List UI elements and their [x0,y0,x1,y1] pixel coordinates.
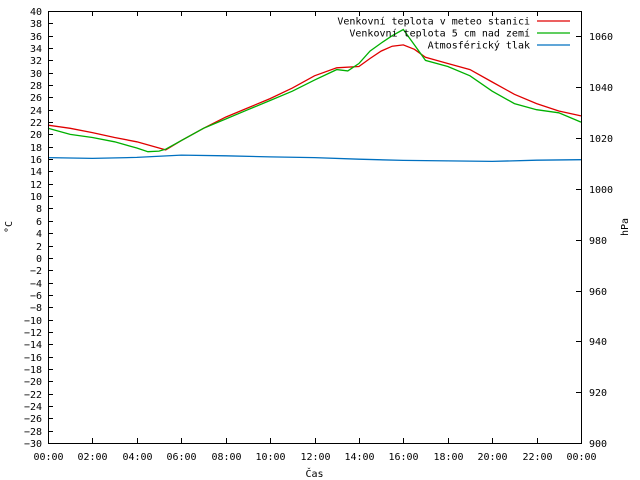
y-tick-label-left: 6 [36,217,42,228]
y-tick-label-left: 10 [30,192,42,203]
legend: Venkovní teplota v meteo staniciVenkovní… [337,16,570,52]
y-tick-label-left: 12 [30,180,42,191]
y-tick-label-right: 1000 [589,185,613,196]
y-tick-label-left: 0 [36,254,42,265]
y-tick-label-left: 20 [30,130,42,141]
y-tick-label-left: −28 [24,427,42,438]
y-tick-label-left: 38 [30,19,42,30]
series-line-1 [47,44,582,151]
x-tick-label: 16:00 [388,452,418,463]
y-tick-label-left: 26 [30,93,42,104]
x-tick-label: 00:00 [566,452,596,463]
series-layer [47,28,582,163]
y-tick-label-left: −26 [24,414,42,425]
y-tick-label-left: −30 [24,439,42,450]
y-tick-label-right: 1020 [589,134,613,145]
x-tick-label: 18:00 [433,452,463,463]
x-tick-label: 10:00 [255,452,285,463]
x-tick-label: 20:00 [477,452,507,463]
y-tick-label-left: 24 [30,106,42,117]
y-tick-label-left: 36 [30,32,42,43]
y-tick-label-right: 1040 [589,83,613,94]
legend-label-1: Venkovní teplota v meteo stanici [337,16,530,28]
y-tick-label-left: 28 [30,81,42,92]
legend-label-2: Venkovní teplota 5 cm nad zemí [349,28,530,40]
x-axis-label: Čas [305,467,323,480]
y-tick-label-right: 980 [589,236,607,247]
y-tick-label-right: 940 [589,337,607,348]
y-tick-label-left: −18 [24,365,42,376]
y-tick-label-left: 32 [30,56,42,67]
y-tick-label-right: 1060 [589,32,613,43]
x-tick-label: 08:00 [211,452,241,463]
y-tick-label-left: 30 [30,69,42,80]
y-tick-label-left: 14 [30,167,42,178]
y-tick-label-left: −6 [30,291,42,302]
y-tick-label-right: 960 [589,287,607,298]
y-tick-label-left: −16 [24,353,42,364]
y-axis-right: 900 920 940 960 980 1000 1020 1040 1060 [576,32,613,450]
x-tick-label: 12:00 [300,452,330,463]
y-tick-label-left: −4 [30,279,42,290]
y-axis-left-label: °C [4,221,15,233]
y-tick-label-left: 2 [36,242,42,253]
legend-label-3: Atmosférický tlak [428,40,530,52]
y-tick-label-left: 40 [30,7,42,18]
x-tick-label: 14:00 [344,452,374,463]
plot-frame [48,11,582,444]
y-tick-label-left: 16 [30,155,42,166]
series-line-2 [47,28,582,153]
y-tick-label-left: −10 [24,316,42,327]
y-tick-label-left: −20 [24,377,42,388]
y-tick-label-left: 4 [36,229,42,240]
series-line-3 [47,154,582,163]
y-tick-label-left: −12 [24,328,42,339]
x-tick-label: 06:00 [166,452,196,463]
y-tick-label-left: −14 [24,340,42,351]
y-tick-label-right: 920 [589,388,607,399]
x-tick-label: 00:00 [33,452,63,463]
y-tick-label-left: −2 [30,266,42,277]
y-tick-label-left: −22 [24,390,42,401]
y-tick-label-left: 8 [36,204,42,215]
y-tick-label-left: 18 [30,143,42,154]
x-tick-label: 04:00 [122,452,152,463]
x-tick-label: 22:00 [522,452,552,463]
x-axis: 00:00 02:00 04:00 06:00 08:00 10:00 12:00 14:00… [33,11,597,463]
y-tick-label-left: 34 [30,44,42,55]
y-tick-label-left: −24 [24,402,42,413]
y-axis-right-label: hPa [620,218,631,236]
y-tick-label-left: 22 [30,118,42,129]
y-tick-label-left: −8 [30,303,42,314]
x-tick-label: 02:00 [77,452,107,463]
y-tick-label-right: 900 [589,439,607,450]
